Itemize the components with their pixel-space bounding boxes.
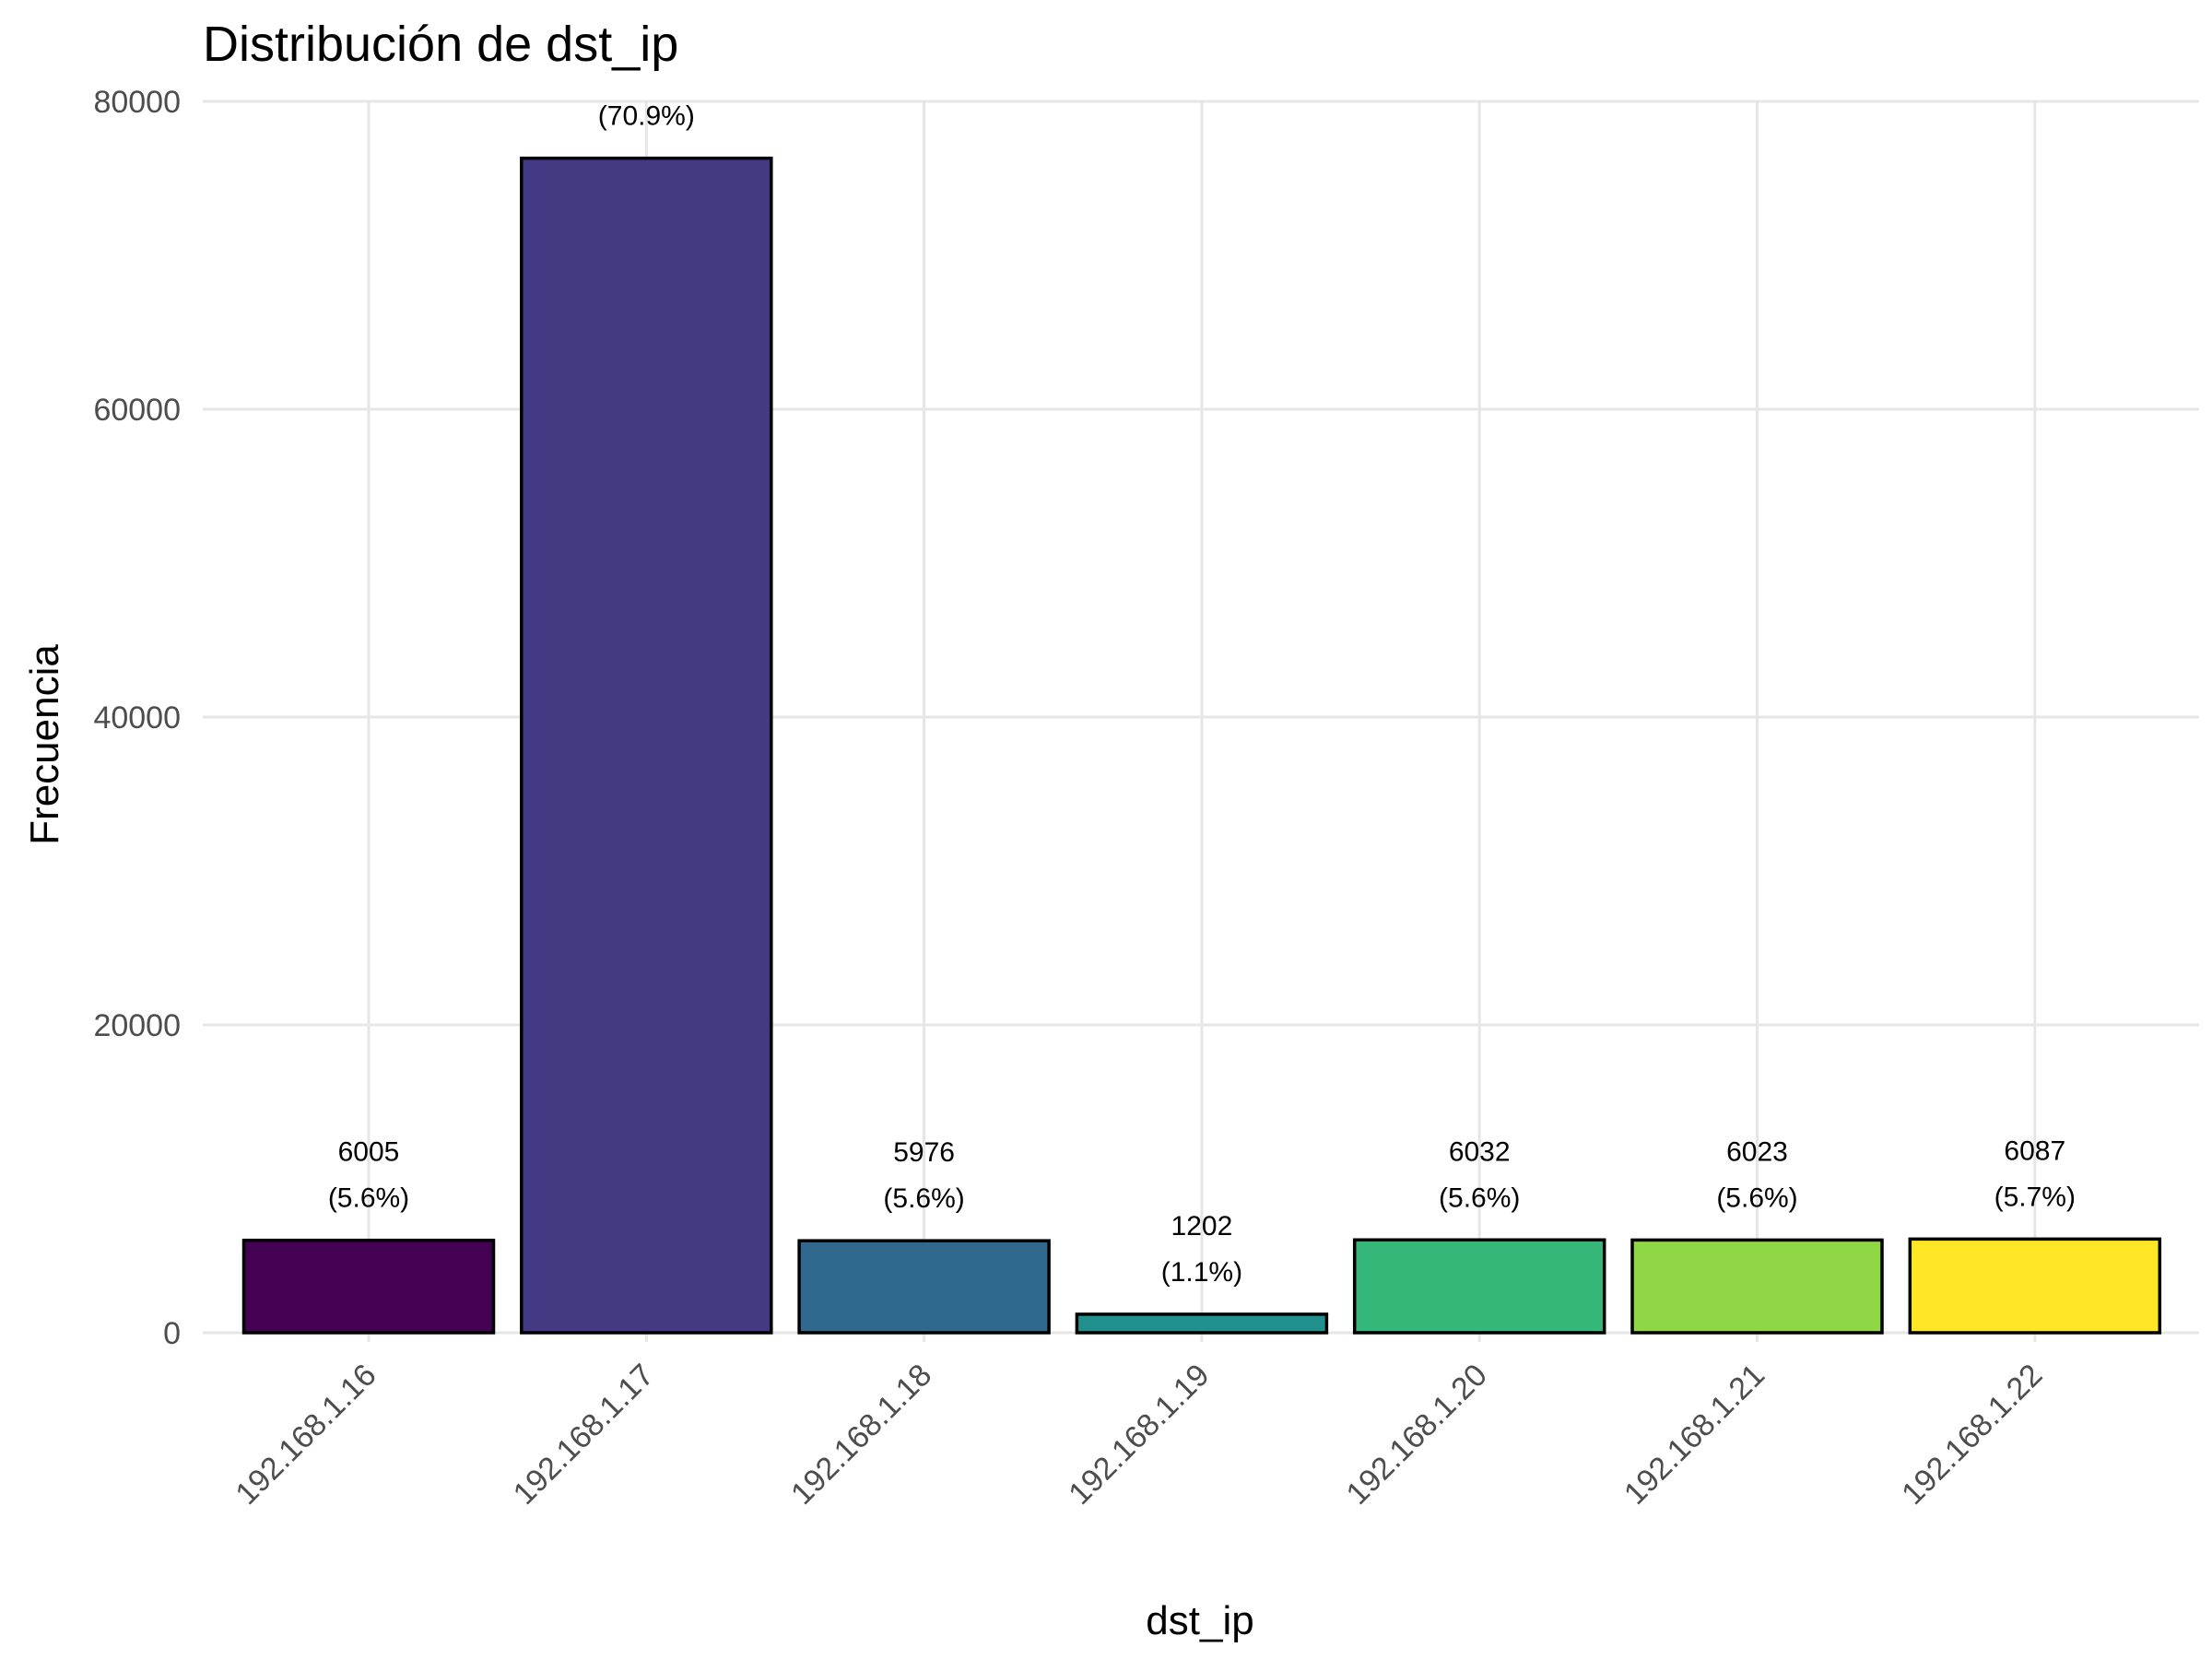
chart-title: Distribución de dst_ip <box>203 17 678 72</box>
bar-percent-label: (5.7%) <box>1994 1182 2076 1212</box>
bar <box>1630 1238 1884 1335</box>
bar-percent-label: (5.6%) <box>328 1183 409 1214</box>
y-tick-label: 60000 <box>93 393 181 428</box>
bar <box>797 1239 1051 1335</box>
bar-count-label: 5976 <box>893 1137 955 1168</box>
bar <box>241 1238 496 1335</box>
bar-count-label: 6023 <box>1726 1136 1788 1167</box>
bar-percent-label: (1.1%) <box>1161 1257 1242 1288</box>
y-tick-label: 40000 <box>93 700 181 735</box>
bar-labels: 6005 (5.6%) (70.9%) 5976 (5.6%) 1202 (1.1%) 603… <box>328 101 2076 1288</box>
bar <box>1908 1237 2162 1335</box>
y-tick-label: 80000 <box>93 85 181 120</box>
x-tick-label: 192.168.1.20 <box>1340 1358 1494 1512</box>
bar-percent-label: (5.6%) <box>1439 1182 1520 1213</box>
gridlines <box>203 100 2199 1342</box>
x-tick-label: 192.168.1.17 <box>507 1358 661 1512</box>
y-tick-label: 20000 <box>93 1008 181 1043</box>
bar-count-label: 1202 <box>1171 1211 1233 1241</box>
bar-count-label: 6087 <box>2004 1135 2065 1166</box>
x-tick-label: 192.168.1.18 <box>784 1358 938 1512</box>
x-tick-label: 192.168.1.22 <box>1895 1358 2049 1512</box>
bar <box>520 156 773 1335</box>
x-tick-label: 192.168.1.16 <box>229 1358 382 1512</box>
bar-count-label: 6032 <box>1449 1136 1511 1167</box>
x-axis-ticks: 192.168.1.16 192.168.1.17 192.168.1.18 192.… <box>229 1358 2049 1512</box>
bar <box>1075 1312 1329 1335</box>
x-tick-label: 192.168.1.19 <box>1062 1358 1216 1512</box>
bar-percent-label: (70.9%) <box>598 101 695 132</box>
y-tick-label: 0 <box>163 1316 181 1351</box>
y-axis-title: Frecuencia <box>22 644 67 845</box>
bar <box>1352 1238 1606 1335</box>
x-tick-label: 192.168.1.21 <box>1618 1358 1771 1512</box>
bar-percent-label: (5.6%) <box>883 1183 964 1214</box>
y-axis-ticks: 0 20000 40000 60000 80000 <box>93 85 181 1351</box>
bar-count-label: 6005 <box>338 1137 400 1168</box>
x-axis-title: dst_ip <box>1146 1598 1253 1643</box>
bar-percent-label: (5.6%) <box>1716 1182 1797 1213</box>
bars <box>241 156 2162 1335</box>
